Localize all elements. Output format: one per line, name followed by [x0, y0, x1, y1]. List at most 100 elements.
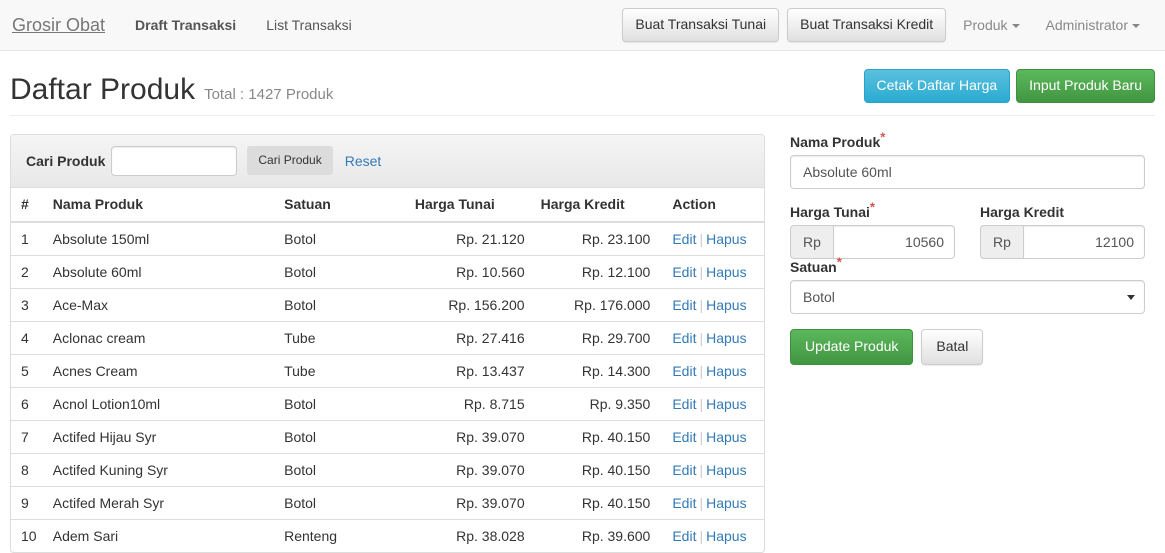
- edit-link[interactable]: Edit: [672, 494, 697, 511]
- row-actions: Edit | Hapus: [658, 287, 764, 322]
- row-cash-price: Rp. 10.560: [406, 254, 533, 289]
- required-asterisk: *: [880, 129, 886, 145]
- page-container: Daftar Produk Total : 1427 Produk Cetak …: [0, 51, 1165, 553]
- navbar-links: Draft Transaksi List Transaksi: [120, 0, 367, 50]
- page-header-actions: Cetak Daftar Harga Input Produk Baru: [863, 69, 1155, 106]
- harga-tunai-input-group: Rp: [790, 224, 955, 259]
- price-row: Harga Tunai* Rp Harga Kredit Rp: [790, 200, 1145, 259]
- edit-link[interactable]: Edit: [672, 428, 697, 445]
- row-unit: Botol: [276, 287, 407, 322]
- row-credit-price: Rp. 39.600: [532, 518, 659, 552]
- nav-link-draft-transaksi[interactable]: Draft Transaksi: [135, 17, 237, 33]
- satuan-label: Satuan*: [790, 255, 1145, 275]
- row-product-name: Aclonac cream: [44, 320, 277, 355]
- form-buttons: Update Produk Batal: [790, 328, 1145, 365]
- nama-produk-input[interactable]: [790, 154, 1145, 189]
- edit-link[interactable]: Edit: [672, 527, 697, 544]
- action-separator: |: [699, 296, 704, 313]
- col-header-cash: Harga Tunai: [406, 187, 533, 223]
- hapus-link[interactable]: Hapus: [706, 428, 747, 445]
- hapus-link[interactable]: Hapus: [706, 395, 747, 412]
- satuan-label-text: Satuan: [790, 258, 837, 275]
- table-row: 6 Acnol Lotion10ml Botol Rp. 8.715 Rp. 9.350…: [11, 386, 764, 421]
- batal-button[interactable]: Batal: [921, 328, 984, 365]
- harga-kredit-label-text: Harga Kredit: [980, 203, 1065, 220]
- buat-transaksi-kredit-button[interactable]: Buat Transaksi Kredit: [787, 8, 947, 42]
- col-header-unit: Satuan: [276, 187, 407, 223]
- row-credit-price: Rp. 12.100: [532, 254, 659, 289]
- navbar-right: Buat Transaksi Tunai Buat Transaksi Kred…: [618, 0, 1153, 50]
- input-produk-baru-button[interactable]: Input Produk Baru: [1016, 69, 1155, 103]
- harga-kredit-input[interactable]: [1022, 224, 1145, 259]
- rupiah-addon: Rp: [980, 224, 1023, 259]
- edit-link[interactable]: Edit: [672, 395, 697, 412]
- table-row: 3 Ace-Max Botol Rp. 156.200 Rp. 176.000 Edit |…: [11, 287, 764, 322]
- edit-link[interactable]: Edit: [672, 263, 697, 280]
- col-header-action: Action: [658, 187, 764, 223]
- page-header: Daftar Produk Total : 1427 Produk Cetak …: [10, 51, 1155, 116]
- nav-dropdown-produk[interactable]: Produk: [950, 0, 1032, 50]
- col-header-credit: Harga Kredit: [532, 187, 659, 223]
- row-credit-price: Rp. 14.300: [532, 353, 659, 388]
- nav-dropdown-administrator[interactable]: Administrator: [1033, 0, 1153, 50]
- page-subtitle-total: Total : 1427 Produk: [204, 85, 334, 103]
- row-unit: Botol: [276, 419, 407, 454]
- hapus-link[interactable]: Hapus: [706, 296, 747, 313]
- table-row: 9 Actifed Merah Syr Botol Rp. 39.070 Rp. 40.…: [11, 485, 764, 520]
- row-unit: Tube: [276, 353, 407, 388]
- row-product-name: Adem Sari: [44, 518, 277, 552]
- search-button[interactable]: Cari Produk: [247, 146, 333, 176]
- product-list-panel: Cari Produk Cari Produk Reset # Nama Pro…: [10, 133, 765, 553]
- reset-link[interactable]: Reset: [344, 152, 382, 169]
- buat-transaksi-tunai-button[interactable]: Buat Transaksi Tunai: [622, 8, 780, 42]
- form-group-harga-tunai: Harga Tunai* Rp: [790, 200, 955, 259]
- row-product-name: Actifed Merah Syr: [44, 485, 277, 520]
- product-form-column: Nama Produk* Harga Tunai* Rp Harga Kredi…: [765, 130, 1145, 553]
- hapus-link[interactable]: Hapus: [706, 494, 747, 511]
- harga-kredit-label: Harga Kredit: [980, 204, 1145, 220]
- edit-link[interactable]: Edit: [672, 329, 697, 346]
- product-table: # Nama Produk Satuan Harga Tunai Harga K…: [11, 187, 764, 552]
- hapus-link[interactable]: Hapus: [706, 527, 747, 544]
- hapus-link[interactable]: Hapus: [706, 230, 747, 247]
- action-separator: |: [699, 494, 704, 511]
- edit-link[interactable]: Edit: [672, 362, 697, 379]
- row-product-name: Ace-Max: [44, 287, 277, 322]
- row-num: 4: [11, 320, 45, 355]
- row-cash-price: Rp. 8.715: [406, 386, 533, 421]
- row-unit: Tube: [276, 320, 407, 355]
- row-product-name: Acnol Lotion10ml: [44, 386, 277, 421]
- edit-link[interactable]: Edit: [672, 461, 697, 478]
- hapus-link[interactable]: Hapus: [706, 329, 747, 346]
- harga-tunai-input[interactable]: [832, 224, 955, 259]
- row-product-name: Absolute 150ml: [44, 221, 277, 256]
- search-input[interactable]: [111, 145, 238, 176]
- row-unit: Botol: [276, 221, 407, 256]
- row-cash-price: Rp. 39.070: [406, 419, 533, 454]
- action-separator: |: [699, 428, 704, 445]
- row-num: 7: [11, 419, 45, 454]
- row-cash-price: Rp. 156.200: [406, 287, 533, 322]
- navbar-brand[interactable]: Grosir Obat: [12, 15, 106, 35]
- row-num: 10: [11, 518, 45, 552]
- hapus-link[interactable]: Hapus: [706, 362, 747, 379]
- update-produk-button[interactable]: Update Produk: [790, 328, 914, 365]
- hapus-link[interactable]: Hapus: [706, 461, 747, 478]
- row-actions: Edit | Hapus: [658, 419, 764, 454]
- col-header-num: #: [11, 187, 45, 223]
- nav-link-list-transaksi[interactable]: List Transaksi: [266, 17, 352, 33]
- row-credit-price: Rp. 40.150: [532, 452, 659, 487]
- row-cash-price: Rp. 27.416: [406, 320, 533, 355]
- row-cash-price: Rp. 38.028: [406, 518, 533, 552]
- edit-link[interactable]: Edit: [672, 230, 697, 247]
- hapus-link[interactable]: Hapus: [706, 263, 747, 280]
- edit-link[interactable]: Edit: [672, 296, 697, 313]
- cetak-daftar-harga-button[interactable]: Cetak Daftar Harga: [863, 69, 1011, 103]
- row-cash-price: Rp. 13.437: [406, 353, 533, 388]
- harga-tunai-label-text: Harga Tunai: [790, 203, 870, 220]
- row-num: 2: [11, 254, 45, 289]
- top-navbar: Grosir Obat Draft Transaksi List Transak…: [0, 0, 1165, 51]
- satuan-select[interactable]: BotolTubeRenteng: [790, 279, 1145, 314]
- row-cash-price: Rp. 21.120: [406, 221, 533, 256]
- row-unit: Renteng: [276, 518, 407, 552]
